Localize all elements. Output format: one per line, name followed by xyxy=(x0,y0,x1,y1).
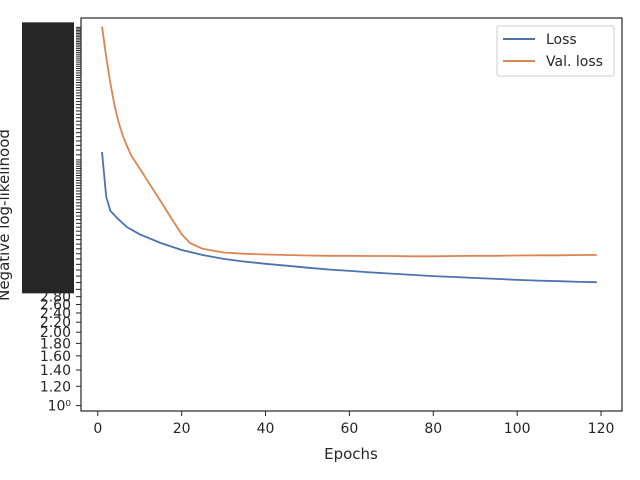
x-tick-label: 0 xyxy=(93,421,102,437)
x-tick-label: 80 xyxy=(424,421,442,437)
y-tick-label: 2.20 xyxy=(40,315,71,331)
y-tick-label: 2.60 xyxy=(40,297,71,313)
y-tick-label-overlap xyxy=(22,253,74,263)
y-tick-label: 2.80 xyxy=(40,290,71,306)
y-tick-label-overlap xyxy=(22,277,74,287)
y-tick-label: 1.40 xyxy=(40,363,71,379)
x-tick-label: 120 xyxy=(588,421,615,437)
y-tick-label-overlap xyxy=(22,271,74,281)
x-tick-label: 20 xyxy=(173,421,191,437)
legend: Loss Val. loss xyxy=(496,25,615,77)
y-tick-label: 1.60 xyxy=(40,349,71,365)
x-tick-label: 60 xyxy=(340,421,358,437)
series-line-val-loss xyxy=(101,26,597,258)
plot-frame xyxy=(80,17,623,412)
y-tick-label-overlap xyxy=(22,154,74,164)
y-tick-label: 10⁰ xyxy=(48,399,72,415)
y-axis-label: Negative log-likelihood xyxy=(0,129,13,301)
y-tick-label-overlap xyxy=(22,248,74,258)
series-line-loss xyxy=(101,151,597,284)
y-tick-label: 1.20 xyxy=(40,379,71,395)
y-tick-label-overlap xyxy=(22,22,74,32)
y-tick-label-overlap xyxy=(22,243,74,253)
y-tick-label-overlap xyxy=(22,149,74,159)
x-axis-label: Epochs xyxy=(324,445,378,463)
y-tick-label: 2.40 xyxy=(40,306,71,322)
legend-label: Loss xyxy=(546,32,577,48)
y-tick-label-overlap xyxy=(22,265,74,275)
x-tick-label: 100 xyxy=(504,421,531,437)
x-tick-label: 40 xyxy=(257,421,275,437)
y-tick-label-overlap xyxy=(22,259,74,269)
legend-label: Val. loss xyxy=(546,54,603,70)
y-tick-label: 2.00 xyxy=(40,325,71,341)
y-tick-label: 1.80 xyxy=(40,336,71,352)
y-tick-label-overlap xyxy=(22,284,74,294)
y-tick-label-overlap xyxy=(22,239,74,249)
y-tick-label-overlap xyxy=(22,144,74,154)
